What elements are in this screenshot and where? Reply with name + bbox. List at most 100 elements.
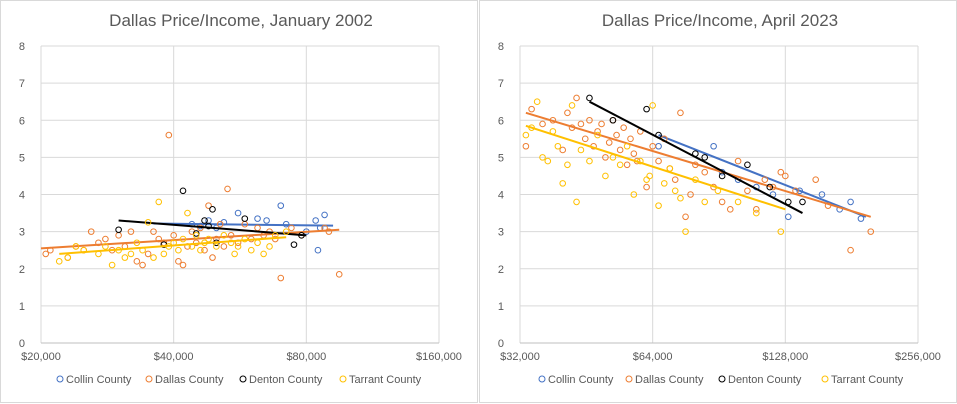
data-point bbox=[179, 235, 187, 243]
data-point bbox=[266, 243, 273, 250]
legend-item: Dallas County bbox=[625, 374, 704, 386]
legend-marker bbox=[718, 375, 726, 383]
data-point bbox=[55, 258, 63, 265]
data-point bbox=[577, 120, 585, 128]
data-point bbox=[205, 202, 212, 209]
data-point bbox=[277, 202, 285, 209]
legend-item: Denton County bbox=[239, 374, 323, 386]
y-tick-label: 0 bbox=[498, 338, 504, 350]
data-point bbox=[247, 246, 255, 254]
trendline bbox=[588, 100, 803, 214]
data-point bbox=[627, 135, 634, 143]
legend-item: Dallas County bbox=[145, 374, 224, 386]
data-point bbox=[260, 250, 267, 258]
data-point bbox=[201, 217, 208, 224]
data-point bbox=[179, 187, 187, 195]
chart-2002: Dallas Price/Income, January 2002 0 1 2 3 4 5 6… bbox=[19, 11, 462, 386]
data-point bbox=[213, 243, 220, 250]
data-point bbox=[616, 161, 624, 169]
data-point bbox=[623, 142, 631, 150]
data-point bbox=[734, 198, 742, 206]
data-point bbox=[160, 250, 168, 258]
data-point bbox=[263, 217, 270, 224]
data-point bbox=[209, 206, 216, 213]
data-point bbox=[613, 131, 620, 139]
data-point bbox=[777, 168, 785, 176]
data-point bbox=[687, 191, 694, 198]
data-point bbox=[133, 239, 141, 247]
x-tick-label: $64,000 bbox=[633, 351, 673, 363]
data-point bbox=[782, 172, 789, 180]
data-point bbox=[254, 239, 261, 247]
legend-marker bbox=[538, 375, 546, 383]
legend-marker bbox=[339, 375, 347, 383]
data-point bbox=[655, 142, 662, 150]
data-point bbox=[564, 161, 571, 169]
data-point bbox=[277, 274, 285, 282]
data-point bbox=[630, 150, 638, 157]
legend-item: Collin County bbox=[538, 374, 614, 386]
data-point bbox=[220, 232, 228, 239]
chart-title: Dallas Price/Income, April 2023 bbox=[602, 11, 838, 30]
data-point bbox=[643, 183, 650, 191]
data-point bbox=[72, 243, 80, 250]
data-point bbox=[718, 172, 726, 180]
data-point bbox=[209, 254, 216, 261]
data-point bbox=[677, 194, 684, 202]
data-point bbox=[165, 131, 173, 139]
data-point bbox=[205, 222, 212, 230]
data-point bbox=[620, 124, 627, 131]
y-tick-label: 2 bbox=[498, 264, 504, 276]
x-tick-label: $20,000 bbox=[21, 351, 61, 363]
data-point bbox=[224, 185, 231, 193]
data-point bbox=[726, 206, 734, 213]
data-point bbox=[857, 215, 865, 222]
data-point bbox=[290, 241, 298, 248]
y-tick-label: 7 bbox=[498, 78, 504, 90]
data-point bbox=[533, 98, 541, 105]
y-tick-label: 3 bbox=[19, 227, 25, 239]
data-point bbox=[744, 187, 751, 195]
data-point bbox=[133, 258, 141, 265]
data-point bbox=[586, 94, 593, 102]
data-point bbox=[630, 191, 638, 198]
data-point bbox=[671, 187, 679, 195]
data-point bbox=[254, 215, 261, 222]
data-point bbox=[115, 232, 122, 239]
y-tick-label: 5 bbox=[498, 152, 504, 164]
data-point bbox=[312, 217, 319, 224]
trendline bbox=[59, 236, 287, 255]
data-point bbox=[660, 180, 668, 187]
y-tick-label: 6 bbox=[19, 115, 25, 127]
data-point bbox=[581, 135, 589, 143]
x-tick-label: $80,000 bbox=[286, 351, 326, 363]
data-point bbox=[108, 261, 116, 269]
y-tick-label: 1 bbox=[498, 301, 504, 313]
data-point bbox=[539, 154, 546, 161]
data-point bbox=[179, 261, 187, 269]
data-point bbox=[649, 142, 656, 150]
data-point bbox=[785, 213, 792, 221]
legend-label: Collin County bbox=[548, 374, 614, 386]
data-point bbox=[175, 246, 182, 254]
data-point bbox=[643, 176, 650, 183]
data-point bbox=[314, 246, 322, 254]
data-point bbox=[192, 232, 200, 239]
data-point bbox=[701, 154, 709, 161]
data-point bbox=[602, 154, 609, 161]
chart-title: Dallas Price/Income, January 2002 bbox=[109, 11, 373, 30]
data-point bbox=[325, 228, 333, 235]
data-point bbox=[812, 176, 819, 183]
series-dallas bbox=[522, 94, 875, 254]
legend-label: Denton County bbox=[249, 374, 323, 386]
x-tick-label: $128,000 bbox=[762, 351, 808, 363]
data-point bbox=[522, 142, 530, 150]
trendline bbox=[525, 124, 786, 211]
y-tick-label: 0 bbox=[19, 338, 25, 350]
data-point bbox=[282, 228, 290, 235]
legend-item: Tarrant County bbox=[821, 374, 904, 386]
legend-label: Dallas County bbox=[635, 374, 704, 386]
x-tick-label: $160,000 bbox=[416, 351, 462, 363]
data-point bbox=[144, 219, 152, 226]
series-tarrant bbox=[522, 98, 786, 235]
